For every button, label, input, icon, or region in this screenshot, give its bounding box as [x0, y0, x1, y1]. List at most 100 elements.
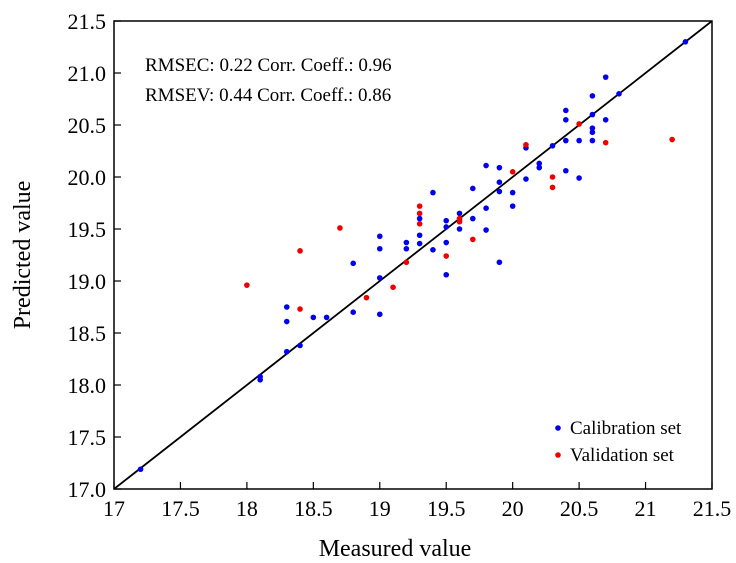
point-s0-45: [563, 167, 569, 174]
y-axis-title: Predicted value: [10, 181, 36, 330]
point-s0-14: [376, 233, 383, 240]
point-s0-53: [589, 125, 596, 131]
point-s0-54: [589, 111, 596, 118]
point-s0-56: [602, 117, 609, 123]
point-s0-24: [443, 224, 450, 230]
point-s0-33: [483, 162, 489, 169]
point-s0-29: [470, 215, 476, 222]
point-s0-8: [323, 314, 330, 321]
point-s1-18: [576, 121, 582, 127]
x-tick-label-8: 21: [635, 496, 657, 521]
point-s0-5: [283, 304, 290, 310]
legend-marker-validation: [555, 452, 561, 458]
point-s0-51: [589, 137, 596, 144]
annotation-calibration-stats: RMSEC: 0.22 Corr. Coeff.: 0.96: [145, 55, 392, 76]
legend-label-calibration: Calibration set: [570, 418, 682, 439]
y-tick-label-2: 18.0: [68, 373, 107, 398]
point-s0-7: [310, 314, 317, 321]
x-tick-label-6: 20: [502, 496, 524, 521]
annotation-validation-stats: RMSEV: 0.44 Corr. Coeff.: 0.86: [145, 85, 391, 106]
point-s1-17: [549, 174, 556, 180]
x-tick-label-1: 17.5: [161, 496, 200, 521]
x-tick-label-5: 19.5: [427, 496, 466, 521]
point-s0-46: [563, 137, 569, 144]
point-s0-28: [456, 210, 463, 217]
point-s0-13: [376, 245, 383, 252]
x-tick-label-9: 21.5: [693, 496, 732, 521]
point-s0-47: [563, 117, 569, 123]
point-s0-34: [496, 259, 503, 266]
tick-labels: 17 17.5 18 18.5 19 19.5 20 20.5 21 21.5 17.0 17.5 18…: [68, 9, 732, 521]
reference-line: [113, 20, 713, 490]
point-s0-25: [443, 217, 450, 224]
point-s0-44: [549, 143, 556, 149]
point-s0-58: [616, 91, 622, 97]
point-s0-43: [536, 160, 543, 167]
point-s1-3: [337, 225, 343, 231]
point-s0-3: [283, 348, 290, 355]
x-tick-label-7: 20.5: [560, 496, 599, 521]
legend-marker-calibration: [555, 425, 561, 431]
point-s1-1: [297, 306, 303, 312]
point-s0-32: [483, 205, 489, 211]
y-tick-label-3: 18.5: [68, 321, 107, 346]
point-s1-0: [244, 282, 250, 288]
y-tick-label-0: 17.0: [68, 477, 107, 502]
series-1: [244, 121, 675, 312]
x-tick-label-2: 18: [236, 496, 258, 521]
legend: Calibration set Validation set: [555, 418, 682, 466]
point-s0-22: [443, 271, 450, 278]
point-s1-20: [669, 136, 675, 143]
y-tick-label-5: 19.5: [68, 217, 107, 242]
point-s1-2: [297, 248, 303, 254]
point-s1-6: [403, 259, 410, 266]
point-s0-17: [416, 240, 423, 247]
point-s0-12: [376, 275, 383, 281]
x-tick-label-4: 19: [369, 496, 391, 521]
y-tick-label-7: 20.5: [68, 113, 107, 138]
y-tick-label-6: 20.0: [68, 165, 107, 190]
point-s0-26: [456, 226, 463, 232]
point-s1-19: [602, 139, 609, 146]
point-s0-30: [470, 185, 476, 192]
point-s0-18: [416, 232, 423, 239]
y-tick-label-9: 21.5: [68, 9, 107, 34]
point-s1-8: [416, 210, 423, 217]
point-s0-55: [589, 93, 596, 99]
point-s0-39: [509, 189, 516, 196]
plot-frame: [113, 20, 713, 490]
point-s0-0: [137, 466, 144, 473]
point-s0-52: [589, 129, 596, 136]
x-tick-label-0: 17: [103, 496, 125, 521]
point-s1-5: [390, 284, 396, 291]
point-s0-48: [563, 107, 569, 114]
point-s1-7: [416, 221, 423, 227]
point-s0-31: [483, 227, 489, 233]
point-s0-50: [576, 137, 582, 144]
point-s0-23: [443, 239, 450, 246]
point-s0-4: [283, 318, 290, 325]
point-s1-16: [549, 184, 556, 191]
point-s0-36: [496, 179, 503, 185]
point-s0-49: [576, 175, 582, 181]
y-tick-label-4: 19.0: [68, 269, 107, 294]
point-s0-19: [416, 215, 423, 222]
point-s0-59: [682, 39, 689, 45]
point-s1-12: [456, 215, 463, 222]
point-s0-35: [496, 188, 503, 195]
y-tick-label-8: 21.0: [68, 61, 107, 86]
point-s0-37: [496, 164, 503, 171]
point-s0-16: [403, 239, 410, 246]
point-s1-13: [470, 236, 476, 243]
data-points: [137, 39, 689, 473]
point-s0-21: [430, 189, 436, 196]
axis-ticks: [113, 20, 713, 490]
point-s0-6: [297, 342, 303, 349]
point-s0-20: [430, 247, 436, 253]
legend-label-validation: Validation set: [570, 445, 675, 466]
point-s0-9: [350, 309, 357, 316]
point-s1-14: [509, 169, 516, 175]
point-s1-4: [363, 294, 370, 301]
x-axis-title: Measured value: [319, 536, 472, 562]
